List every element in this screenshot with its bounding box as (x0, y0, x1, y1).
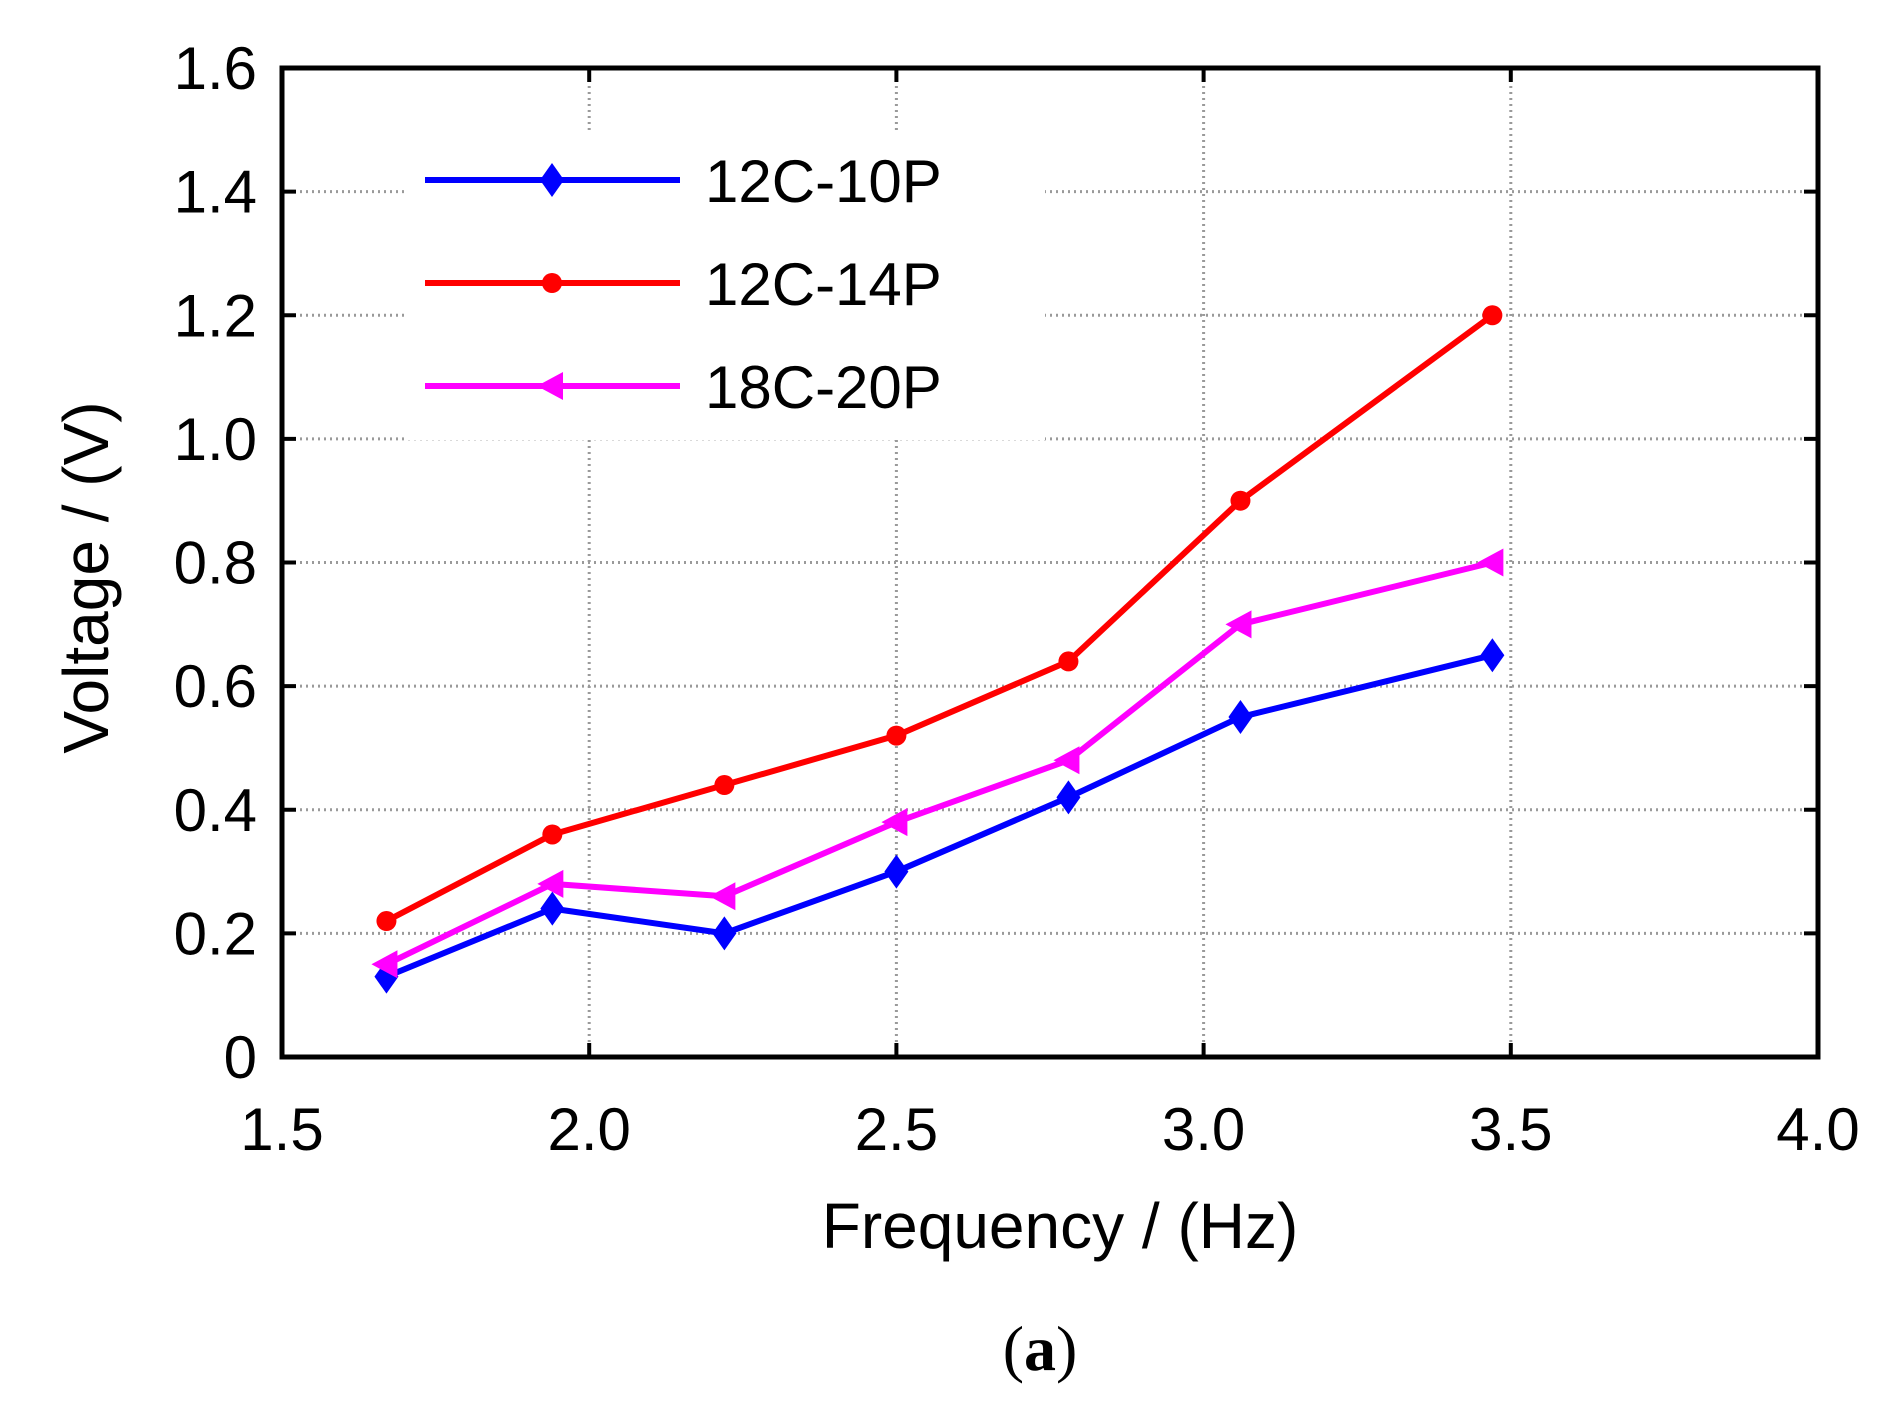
x-tick-label: 3.0 (1162, 1096, 1245, 1163)
series-12C-14P (376, 305, 1503, 932)
data-point (540, 891, 565, 926)
legend-marker (540, 163, 564, 197)
x-tick-label: 1.5 (240, 1096, 323, 1163)
data-point (1058, 651, 1079, 672)
axes: 1.5 2.0 2.5 3.0 3.5 4.0 0 0.2 0.4 0.6 0.8 1.0 1.2 1.4… (174, 35, 1860, 1163)
x-tick-label: 3.5 (1469, 1096, 1552, 1163)
series-12C-10P (374, 638, 1505, 994)
data-point (371, 950, 398, 979)
figure-caption: (a) (1003, 1313, 1078, 1384)
y-tick-label: 0.6 (174, 653, 257, 720)
caption-open-paren: ( (1003, 1313, 1024, 1384)
y-axis-label: Voltage / (V) (50, 401, 122, 753)
y-tick-label: 0 (224, 1024, 257, 1091)
legend-label: 18C-20P (705, 354, 942, 421)
x-tick-label: 2.5 (855, 1096, 938, 1163)
data-point (714, 775, 735, 796)
data-point (709, 882, 736, 911)
legend-label: 12C-14P (705, 251, 942, 318)
data-point (1228, 700, 1253, 735)
data-point (1477, 548, 1504, 577)
y-tick-label: 0.2 (174, 900, 257, 967)
grid-lines (282, 68, 1818, 1057)
data-point (542, 824, 563, 845)
legend: 12C-10P 12C-14P 18C-20P (405, 130, 1045, 440)
data-point (376, 911, 397, 932)
y-tick-label: 0.8 (174, 530, 257, 597)
x-axis-label: Frequency / (Hz) (822, 1190, 1299, 1262)
data-point (886, 725, 907, 746)
data-point (1482, 305, 1503, 326)
data-point (884, 854, 909, 889)
legend-entry: 12C-10P (425, 148, 942, 215)
legend-marker (542, 273, 562, 293)
data-point (537, 869, 564, 898)
data-point (712, 916, 737, 951)
data-point (881, 808, 908, 837)
caption-close-paren: ) (1056, 1313, 1077, 1384)
y-tick-label: 1.4 (174, 159, 257, 226)
legend-entry: 12C-14P (425, 251, 942, 318)
y-tick-label: 1.6 (174, 35, 257, 102)
data-point (1480, 638, 1505, 673)
y-tick-label: 1.0 (174, 406, 257, 473)
data-point (1053, 746, 1080, 775)
series-line (385, 652, 1494, 980)
data-point (1230, 490, 1251, 511)
y-tick-label: 0.4 (174, 777, 257, 844)
caption-letter: a (1024, 1313, 1056, 1384)
legend-marker (537, 372, 563, 400)
legend-label: 12C-10P (705, 148, 942, 215)
data-series (371, 305, 1505, 994)
legend-entry: 18C-20P (425, 354, 942, 421)
series-18C-20P (371, 548, 1504, 979)
data-point (1225, 610, 1252, 639)
x-tick-label: 4.0 (1776, 1096, 1859, 1163)
y-tick-label: 1.2 (174, 282, 257, 349)
data-point (1056, 780, 1081, 815)
x-tick-label: 2.0 (547, 1096, 630, 1163)
